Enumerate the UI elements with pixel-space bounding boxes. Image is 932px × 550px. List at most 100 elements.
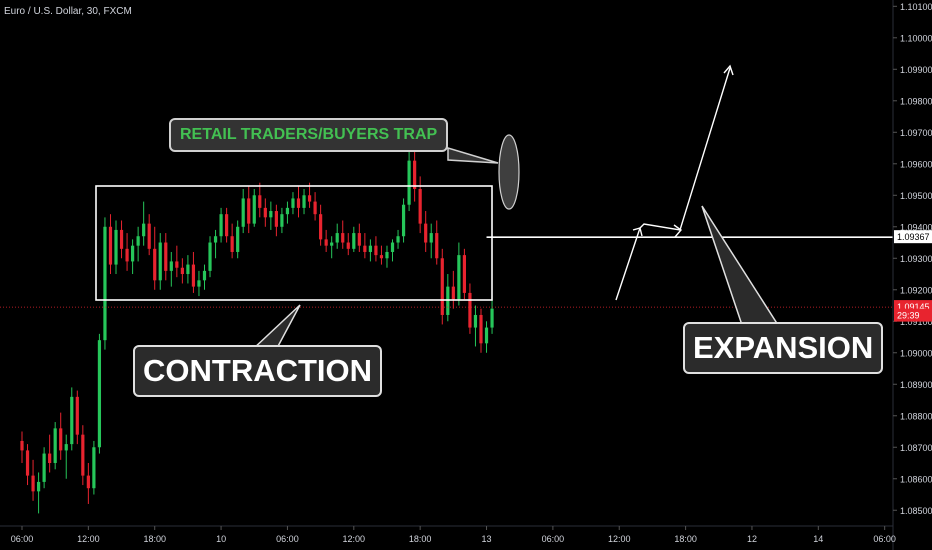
candle	[263, 198, 267, 227]
candle	[208, 236, 212, 278]
candle-body	[319, 214, 323, 240]
candle	[142, 201, 146, 246]
price-tick-label: 1.08600	[900, 474, 932, 484]
candle	[169, 251, 173, 287]
candle-body	[92, 447, 96, 489]
time-tick-label: 12	[747, 534, 757, 544]
price-tick-label: 1.09000	[900, 348, 932, 358]
candle	[363, 233, 367, 259]
candle	[191, 251, 196, 293]
candle	[42, 447, 46, 489]
candle	[180, 258, 184, 284]
candle-body	[274, 211, 278, 227]
candle-body	[131, 245, 135, 262]
candles-group	[20, 138, 494, 514]
candle	[385, 245, 389, 268]
candle-body	[75, 396, 79, 435]
time-tick-label: 18:00	[143, 534, 166, 544]
candle	[374, 236, 378, 262]
candle	[484, 321, 489, 353]
candle-body	[42, 453, 46, 482]
candle	[313, 192, 317, 221]
candle	[479, 308, 483, 353]
candle-body	[180, 267, 184, 275]
candle-body	[164, 242, 168, 271]
price-tick-label: 1.10100	[900, 2, 932, 12]
time-tick-label: 10	[216, 534, 226, 544]
candle-body	[368, 245, 372, 252]
candle	[241, 188, 245, 234]
candle	[114, 220, 118, 275]
candle-body	[147, 223, 151, 249]
candle-body	[252, 195, 256, 224]
candle-body	[479, 314, 483, 344]
candle-body	[424, 223, 428, 243]
candle-body	[142, 223, 146, 237]
price-tick-label: 1.09500	[900, 191, 932, 201]
price-label-level: 1.09367	[894, 230, 932, 244]
candle-body	[285, 207, 290, 215]
candle	[81, 425, 85, 486]
candle-body	[473, 314, 478, 328]
candle	[25, 444, 30, 486]
contraction-callout: CONTRACTION	[133, 345, 383, 397]
candle-body	[440, 258, 444, 315]
candle	[357, 223, 361, 252]
candle-body	[158, 242, 162, 281]
candle-body	[53, 428, 57, 464]
price-axis: 1.10100 1.10000 1.09900 1.09800 1.09700 1.096…	[892, 0, 932, 550]
price-tick-label: 1.09400	[900, 222, 932, 232]
candle-body	[357, 233, 361, 246]
candle-body	[484, 327, 489, 344]
candle	[440, 248, 444, 325]
candle	[48, 434, 52, 473]
candle-body	[114, 229, 118, 265]
price-tick-label: 1.09100	[900, 317, 932, 327]
candle	[70, 387, 74, 451]
candle-body	[169, 261, 173, 271]
time-tick-label: 12:00	[77, 534, 100, 544]
candle	[131, 239, 135, 275]
time-tick-label: 12:00	[608, 534, 631, 544]
retail-trap-callout: RETAIL TRADERS/BUYERS TRAP	[169, 118, 449, 152]
candle-body	[296, 198, 301, 208]
candle-body	[280, 214, 284, 227]
candle	[175, 245, 179, 278]
candle	[330, 236, 334, 259]
time-tick-label: 06:00	[542, 534, 565, 544]
candle-body	[335, 233, 339, 243]
candle-body	[379, 255, 384, 259]
candle	[324, 229, 328, 252]
candle	[31, 459, 35, 501]
candle	[86, 463, 90, 504]
candle-body	[435, 233, 439, 259]
candle-body	[374, 245, 378, 256]
candle-body	[31, 475, 35, 492]
price-tick-label: 1.09800	[900, 96, 932, 106]
trap-highlight-ellipse	[498, 134, 520, 210]
candle-body	[346, 242, 350, 249]
candle-body	[352, 233, 356, 249]
candle-body	[462, 255, 466, 293]
candle	[429, 223, 433, 259]
time-tick-label: 06:00	[11, 534, 34, 544]
candle-body	[302, 195, 306, 208]
candle	[36, 472, 41, 514]
candle	[92, 440, 96, 495]
expansion-callout-pointer	[701, 205, 780, 326]
contraction-box	[95, 185, 493, 301]
candle	[401, 198, 406, 243]
candle	[457, 242, 461, 306]
candle-body	[225, 214, 229, 237]
candle	[307, 182, 312, 208]
candle-body	[219, 214, 223, 237]
candle-body	[208, 242, 212, 271]
time-tick-label: 18:00	[674, 534, 697, 544]
contraction-callout-pointer	[250, 304, 301, 351]
candle-body	[81, 434, 85, 476]
projection-path	[615, 67, 731, 301]
candle-body	[136, 236, 140, 246]
price-tick-label: 1.08700	[900, 443, 932, 453]
candle	[473, 305, 478, 347]
candle	[407, 151, 411, 212]
